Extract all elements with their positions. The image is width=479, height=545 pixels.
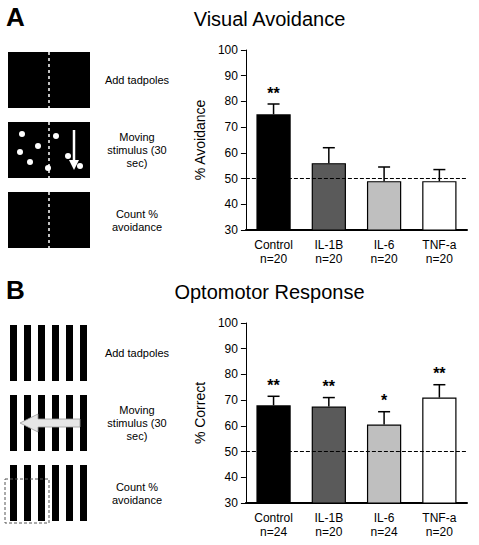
svg-text:50: 50 xyxy=(225,172,239,186)
svg-text:**: ** xyxy=(267,377,280,394)
svg-text:70: 70 xyxy=(225,120,239,134)
svg-text:Add tadpoles: Add tadpoles xyxy=(105,74,170,86)
svg-text:n=24: n=24 xyxy=(260,525,287,539)
svg-text:Movingstimulus (30sec): Movingstimulus (30sec) xyxy=(107,131,166,169)
svg-text:n=20: n=20 xyxy=(426,252,453,266)
svg-text:IL-1B: IL-1B xyxy=(314,238,343,252)
svg-text:80: 80 xyxy=(225,94,239,108)
svg-text:n=20: n=20 xyxy=(426,525,453,539)
html-text:Visual Avoidance: Visual Avoidance xyxy=(193,8,346,30)
svg-text:60: 60 xyxy=(225,146,239,160)
svg-text:**: ** xyxy=(267,85,280,102)
svg-text:IL-1B: IL-1B xyxy=(314,511,343,525)
html-text:A: A xyxy=(6,2,25,32)
svg-text:% Avoidance: % Avoidance xyxy=(192,99,208,180)
svg-text:**: ** xyxy=(433,365,446,382)
html-text:Optomotor Response: Optomotor Response xyxy=(174,281,365,303)
svg-text:60: 60 xyxy=(225,419,239,433)
svg-text:IL-6: IL-6 xyxy=(374,238,395,252)
svg-text:Control: Control xyxy=(254,238,293,252)
svg-text:**: ** xyxy=(323,378,336,395)
svg-text:% Correct: % Correct xyxy=(192,382,208,444)
svg-text:40: 40 xyxy=(225,197,239,211)
svg-text:n=20: n=20 xyxy=(315,252,342,266)
svg-text:80: 80 xyxy=(225,367,239,381)
svg-text:90: 90 xyxy=(225,69,239,83)
svg-text:100: 100 xyxy=(218,43,238,57)
svg-text:40: 40 xyxy=(225,470,239,484)
svg-text:Count %avoidance: Count %avoidance xyxy=(112,208,162,233)
svg-text:30: 30 xyxy=(225,223,239,237)
svg-text:Add tadpoles: Add tadpoles xyxy=(105,347,170,359)
svg-text:30: 30 xyxy=(225,496,239,510)
svg-text:50: 50 xyxy=(225,445,239,459)
html-text:B: B xyxy=(6,275,25,305)
svg-text:n=20: n=20 xyxy=(260,252,287,266)
svg-text:IL-6: IL-6 xyxy=(374,511,395,525)
svg-text:100: 100 xyxy=(218,316,238,330)
svg-text:*: * xyxy=(381,392,388,409)
svg-text:n=20: n=20 xyxy=(371,252,398,266)
svg-text:70: 70 xyxy=(225,393,239,407)
svg-text:TNF-a: TNF-a xyxy=(422,238,456,252)
svg-text:n=20: n=20 xyxy=(315,525,342,539)
svg-text:Movingstimulus (30sec): Movingstimulus (30sec) xyxy=(107,404,166,442)
svg-text:n=24: n=24 xyxy=(371,525,398,539)
svg-text:Count %avoidance: Count %avoidance xyxy=(112,481,162,506)
svg-text:TNF-a: TNF-a xyxy=(422,511,456,525)
svg-text:Control: Control xyxy=(254,511,293,525)
svg-text:90: 90 xyxy=(225,342,239,356)
